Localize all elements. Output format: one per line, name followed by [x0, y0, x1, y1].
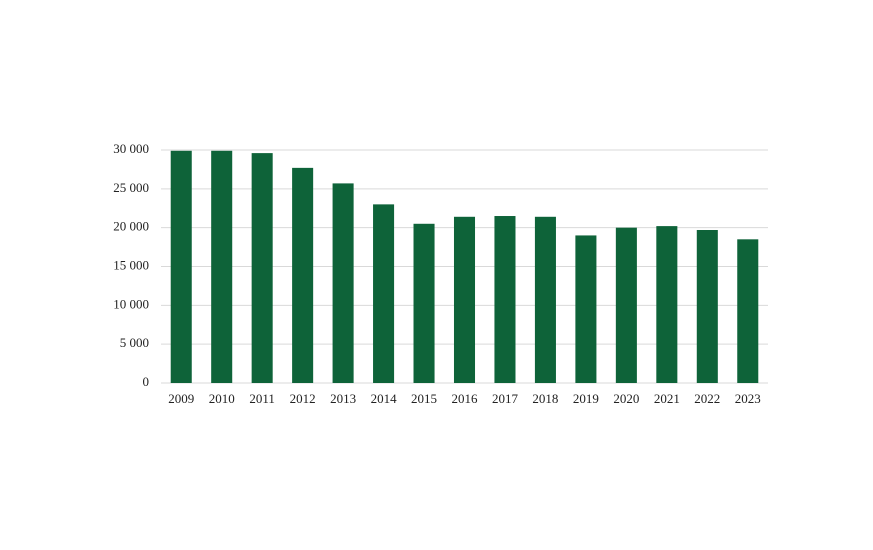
- x-tick-label: 2022: [694, 391, 720, 406]
- bar: [413, 223, 435, 383]
- x-tick-label: 2016: [452, 391, 479, 406]
- x-tick-label: 2021: [654, 391, 680, 406]
- x-tick-label: 2015: [411, 391, 437, 406]
- bar: [373, 204, 395, 383]
- bar: [251, 153, 273, 383]
- bar: [494, 216, 516, 383]
- x-tick-label: 2010: [209, 391, 235, 406]
- bar: [453, 216, 476, 383]
- bar: [170, 150, 192, 383]
- x-tick-label: 2020: [613, 391, 639, 406]
- y-tick-label: 5 000: [120, 335, 149, 350]
- bar: [656, 226, 678, 383]
- x-tick-label: 2009: [168, 391, 194, 406]
- x-tick-label: 2011: [249, 391, 275, 406]
- bar: [737, 239, 759, 383]
- y-tick-label: 30 000: [113, 141, 149, 156]
- y-tick-label: 25 000: [113, 180, 149, 195]
- x-tick-label: 2012: [290, 391, 316, 406]
- bar: [575, 235, 597, 383]
- y-tick-label: 15 000: [113, 257, 149, 272]
- bar: [534, 216, 556, 383]
- bar: [696, 229, 718, 383]
- x-tick-label: 2017: [492, 391, 519, 406]
- x-tick-label: 2013: [330, 391, 356, 406]
- bar: [211, 150, 233, 383]
- x-tick-label: 2014: [371, 391, 398, 406]
- bar: [615, 227, 637, 383]
- bar: [292, 167, 314, 383]
- x-tick-label: 2023: [735, 391, 761, 406]
- bar: [332, 183, 354, 383]
- y-tick-label: 10 000: [113, 296, 149, 311]
- y-tick-label: 20 000: [113, 219, 149, 234]
- y-tick-label: 0: [143, 374, 150, 389]
- x-tick-label: 2019: [573, 391, 599, 406]
- x-tick-label: 2018: [532, 391, 558, 406]
